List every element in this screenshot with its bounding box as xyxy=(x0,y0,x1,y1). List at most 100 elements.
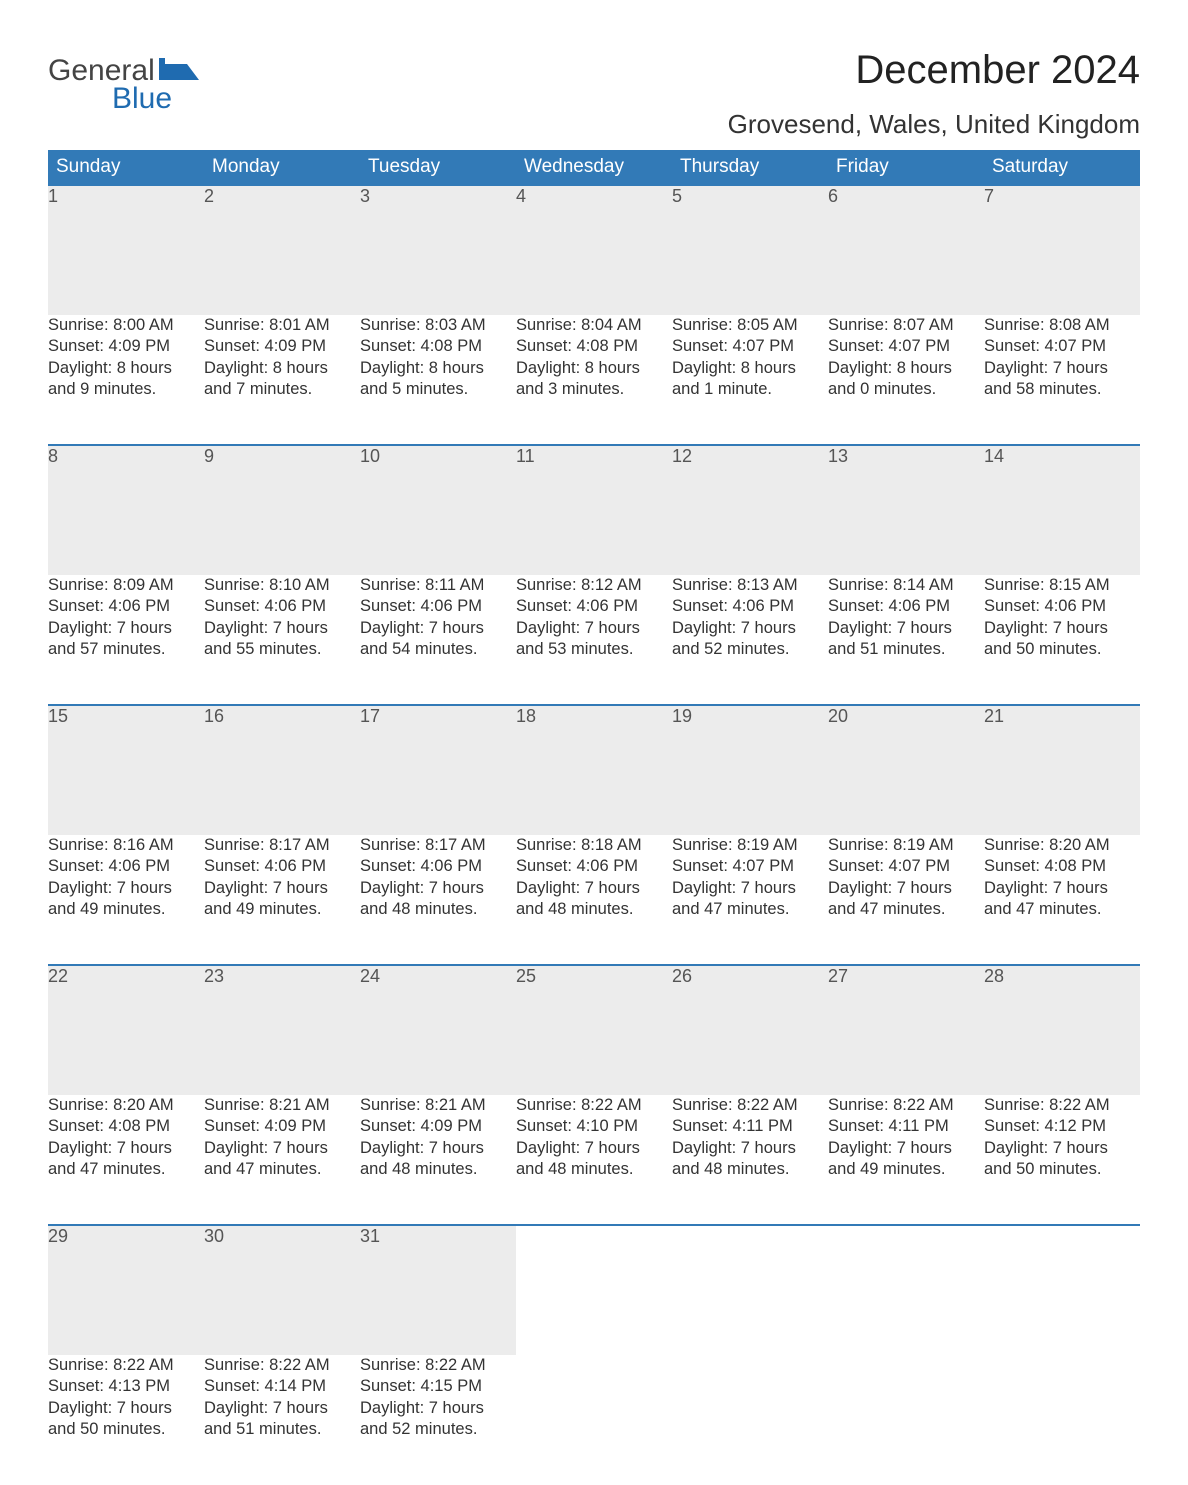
day-sr: Sunrise: 8:17 AM xyxy=(204,835,360,856)
day-d2: and 51 minutes. xyxy=(828,639,984,660)
day-d2: and 51 minutes. xyxy=(204,1419,360,1440)
day-content-cell xyxy=(984,1355,1140,1485)
day-d2: and 50 minutes. xyxy=(984,1159,1140,1180)
day-ss: Sunset: 4:07 PM xyxy=(672,856,828,877)
day-number-cell: 23 xyxy=(204,965,360,1095)
day-d1: Daylight: 7 hours xyxy=(672,878,828,899)
day-number-cell: 4 xyxy=(516,185,672,315)
day-content-cell: Sunrise: 8:22 AMSunset: 4:14 PMDaylight:… xyxy=(204,1355,360,1485)
day-d1: Daylight: 7 hours xyxy=(48,878,204,899)
day-d2: and 55 minutes. xyxy=(204,639,360,660)
day-content-cell: Sunrise: 8:22 AMSunset: 4:13 PMDaylight:… xyxy=(48,1355,204,1485)
day-number-cell: 15 xyxy=(48,705,204,835)
day-ss: Sunset: 4:13 PM xyxy=(48,1376,204,1397)
day-number-cell: 28 xyxy=(984,965,1140,1095)
day-number-cell: 25 xyxy=(516,965,672,1095)
day-sr: Sunrise: 8:17 AM xyxy=(360,835,516,856)
weekday-header: Tuesday xyxy=(360,150,516,185)
day-number-cell: 16 xyxy=(204,705,360,835)
day-content-cell: Sunrise: 8:16 AMSunset: 4:06 PMDaylight:… xyxy=(48,835,204,965)
day-d1: Daylight: 7 hours xyxy=(672,618,828,639)
day-number-cell: 14 xyxy=(984,445,1140,575)
day-sr: Sunrise: 8:18 AM xyxy=(516,835,672,856)
location-subtitle: Grovesend, Wales, United Kingdom xyxy=(728,109,1140,140)
day-content-cell xyxy=(516,1355,672,1485)
day-ss: Sunset: 4:06 PM xyxy=(48,596,204,617)
day-number-cell: 29 xyxy=(48,1225,204,1355)
day-ss: Sunset: 4:06 PM xyxy=(984,596,1140,617)
day-ss: Sunset: 4:06 PM xyxy=(516,856,672,877)
day-sr: Sunrise: 8:11 AM xyxy=(360,575,516,596)
day-number-cell xyxy=(828,1225,984,1355)
logo: General Blue xyxy=(48,54,199,116)
day-content-cell: Sunrise: 8:22 AMSunset: 4:15 PMDaylight:… xyxy=(360,1355,516,1485)
day-number-cell: 10 xyxy=(360,445,516,575)
day-d1: Daylight: 8 hours xyxy=(672,358,828,379)
day-ss: Sunset: 4:06 PM xyxy=(672,596,828,617)
day-d1: Daylight: 7 hours xyxy=(204,1398,360,1419)
day-d1: Daylight: 7 hours xyxy=(48,618,204,639)
day-number-cell: 5 xyxy=(672,185,828,315)
day-d1: Daylight: 7 hours xyxy=(984,878,1140,899)
day-d1: Daylight: 7 hours xyxy=(516,618,672,639)
day-number-cell: 9 xyxy=(204,445,360,575)
day-d1: Daylight: 7 hours xyxy=(828,878,984,899)
day-d1: Daylight: 7 hours xyxy=(204,878,360,899)
day-d1: Daylight: 7 hours xyxy=(360,1138,516,1159)
day-number-cell: 30 xyxy=(204,1225,360,1355)
day-d2: and 47 minutes. xyxy=(48,1159,204,1180)
day-ss: Sunset: 4:06 PM xyxy=(516,596,672,617)
day-number-cell: 17 xyxy=(360,705,516,835)
day-d1: Daylight: 7 hours xyxy=(984,618,1140,639)
day-d1: Daylight: 7 hours xyxy=(984,358,1140,379)
day-content-cell: Sunrise: 8:17 AMSunset: 4:06 PMDaylight:… xyxy=(360,835,516,965)
day-ss: Sunset: 4:15 PM xyxy=(360,1376,516,1397)
day-content-cell: Sunrise: 8:09 AMSunset: 4:06 PMDaylight:… xyxy=(48,575,204,705)
day-content-cell: Sunrise: 8:07 AMSunset: 4:07 PMDaylight:… xyxy=(828,315,984,445)
day-number-cell: 3 xyxy=(360,185,516,315)
day-d1: Daylight: 7 hours xyxy=(48,1398,204,1419)
day-ss: Sunset: 4:11 PM xyxy=(828,1116,984,1137)
day-sr: Sunrise: 8:07 AM xyxy=(828,315,984,336)
day-d2: and 52 minutes. xyxy=(672,639,828,660)
day-sr: Sunrise: 8:03 AM xyxy=(360,315,516,336)
day-content-cell: Sunrise: 8:22 AMSunset: 4:11 PMDaylight:… xyxy=(828,1095,984,1225)
day-number-cell: 8 xyxy=(48,445,204,575)
day-number-cell: 26 xyxy=(672,965,828,1095)
day-content-cell: Sunrise: 8:17 AMSunset: 4:06 PMDaylight:… xyxy=(204,835,360,965)
weekday-header: Sunday xyxy=(48,150,204,185)
day-sr: Sunrise: 8:15 AM xyxy=(984,575,1140,596)
day-number-cell xyxy=(516,1225,672,1355)
weekday-header: Wednesday xyxy=(516,150,672,185)
day-content-cell: Sunrise: 8:19 AMSunset: 4:07 PMDaylight:… xyxy=(828,835,984,965)
day-content-cell xyxy=(828,1355,984,1485)
day-content-cell: Sunrise: 8:12 AMSunset: 4:06 PMDaylight:… xyxy=(516,575,672,705)
day-ss: Sunset: 4:12 PM xyxy=(984,1116,1140,1137)
day-sr: Sunrise: 8:22 AM xyxy=(204,1355,360,1376)
day-d2: and 5 minutes. xyxy=(360,379,516,400)
weekday-header: Thursday xyxy=(672,150,828,185)
day-sr: Sunrise: 8:14 AM xyxy=(828,575,984,596)
day-number-cell: 12 xyxy=(672,445,828,575)
day-d1: Daylight: 7 hours xyxy=(672,1138,828,1159)
day-sr: Sunrise: 8:21 AM xyxy=(204,1095,360,1116)
day-ss: Sunset: 4:06 PM xyxy=(204,856,360,877)
day-ss: Sunset: 4:14 PM xyxy=(204,1376,360,1397)
day-d2: and 50 minutes. xyxy=(48,1419,204,1440)
day-d2: and 58 minutes. xyxy=(984,379,1140,400)
day-d2: and 1 minute. xyxy=(672,379,828,400)
day-sr: Sunrise: 8:00 AM xyxy=(48,315,204,336)
day-sr: Sunrise: 8:19 AM xyxy=(672,835,828,856)
day-ss: Sunset: 4:07 PM xyxy=(672,336,828,357)
daynum-row: 1234567 xyxy=(48,185,1140,315)
day-d2: and 3 minutes. xyxy=(516,379,672,400)
day-d2: and 52 minutes. xyxy=(360,1419,516,1440)
day-d1: Daylight: 7 hours xyxy=(516,1138,672,1159)
day-ss: Sunset: 4:06 PM xyxy=(360,596,516,617)
day-d2: and 9 minutes. xyxy=(48,379,204,400)
day-number-cell: 7 xyxy=(984,185,1140,315)
day-sr: Sunrise: 8:21 AM xyxy=(360,1095,516,1116)
weekday-header: Monday xyxy=(204,150,360,185)
day-number-cell: 1 xyxy=(48,185,204,315)
day-ss: Sunset: 4:07 PM xyxy=(828,336,984,357)
